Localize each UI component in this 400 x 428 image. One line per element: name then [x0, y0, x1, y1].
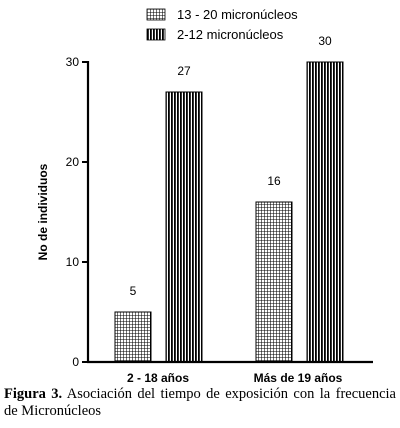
- legend: 13 - 20 micronúcleos 2-12 micronúcleos: [146, 7, 298, 42]
- caption-label: Figura 3.: [4, 386, 63, 402]
- caption-text: Asociación del tiempo de exposición con …: [4, 386, 396, 419]
- data-label: 16: [267, 174, 281, 188]
- y-tick-label: 30: [66, 55, 80, 69]
- legend-label-series-1: 13 - 20 micronúcleos: [177, 7, 298, 22]
- bars: [114, 61, 344, 363]
- value-labels: 5 27 16 30: [130, 34, 332, 298]
- legend-swatch-series-2: [146, 28, 166, 41]
- legend-swatch-series-1: [146, 8, 166, 21]
- category-labels: 2 - 18 años Más de 19 años: [127, 371, 343, 384]
- y-tick-label: 10: [66, 255, 80, 269]
- y-tick-label: 20: [66, 155, 80, 169]
- category-label: Más de 19 años: [254, 371, 343, 384]
- chart: 13 - 20 micronúcleos 2-12 micronúcleos N…: [36, 7, 373, 384]
- bar-series-1-cat-2: [255, 201, 293, 363]
- y-axis-title: No de individuos: [36, 163, 50, 260]
- bar-series-1-cat-1: [114, 311, 152, 363]
- data-label: 27: [177, 64, 191, 78]
- y-axis-ticks: 0 10 20 30: [66, 55, 88, 369]
- legend-label-series-2: 2-12 micronúcleos: [177, 27, 284, 42]
- data-label: 30: [318, 34, 332, 48]
- bar-series-2-cat-1: [165, 91, 203, 363]
- category-label: 2 - 18 años: [127, 371, 189, 384]
- data-label: 5: [130, 284, 137, 298]
- y-tick-label: 0: [72, 355, 79, 369]
- bar-series-2-cat-2: [306, 61, 344, 363]
- figure-caption: Figura 3. Asociación del tiempo de expos…: [4, 386, 396, 420]
